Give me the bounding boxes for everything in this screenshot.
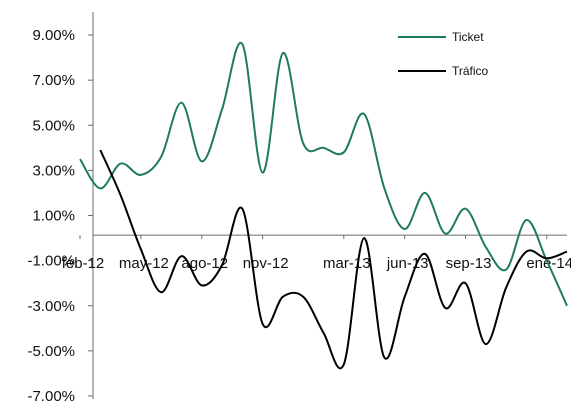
- series-line-ticket: [79, 41, 568, 307]
- series-line-trafico: [99, 149, 568, 370]
- y-tick-label: -5.00%: [27, 343, 75, 360]
- x-tick-label: ago-12: [181, 255, 228, 272]
- legend-label-ticket: Ticket: [452, 30, 484, 44]
- x-tick-label: mar-13: [323, 255, 371, 272]
- y-tick-label: -1.00%: [27, 253, 75, 270]
- y-tick-label: 1.00%: [32, 208, 75, 225]
- legend-label-trafico: Tráfico: [452, 64, 489, 78]
- y-tick-label: 9.00%: [32, 27, 75, 44]
- legend: Ticket Tráfico: [398, 30, 489, 78]
- y-tick-label: 3.00%: [32, 162, 75, 179]
- series-lines: [79, 41, 568, 370]
- y-tick-label: 7.00%: [32, 72, 75, 89]
- x-tick-label: jun-13: [386, 255, 429, 272]
- y-tick-label: -7.00%: [27, 388, 75, 405]
- x-tick-label: feb-12: [62, 255, 105, 272]
- x-tick-label: sep-13: [446, 255, 492, 272]
- y-tick-label: 5.00%: [32, 117, 75, 134]
- y-axis: 9.00% 7.00% 5.00% 3.00% 1.00% -1.00% -3.00% -5.…: [27, 12, 94, 405]
- y-tick-label: -3.00%: [27, 298, 75, 315]
- x-axis: feb-12 may-12 ago-12 nov-12 mar-13 jun-13 sep-…: [62, 234, 571, 272]
- x-tick-label: may-12: [119, 255, 169, 272]
- x-tick-label: nov-12: [243, 255, 289, 272]
